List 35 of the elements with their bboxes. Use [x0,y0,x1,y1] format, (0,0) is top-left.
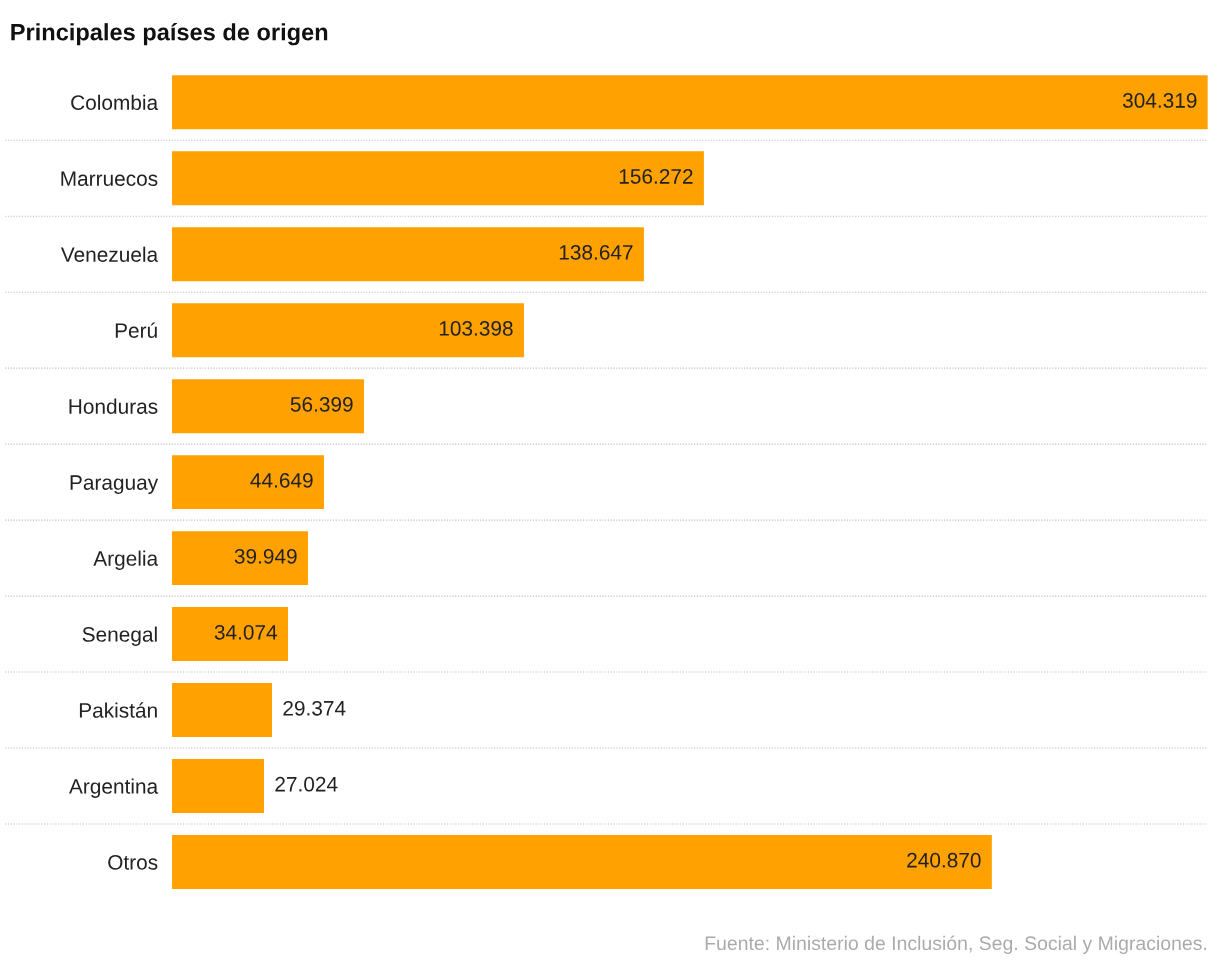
bar [172,455,324,510]
y-tick-label: Colombia [71,94,159,111]
y-tick-label: Venezuela [60,246,159,262]
source-note: Fuente: Ministerio de Inclusión, Seg. Social y Migraciones. [705,935,1207,954]
bar [172,227,644,282]
bar [172,75,1208,130]
data-label: 27.024 [275,776,338,792]
bar [172,379,364,434]
y-tick-label: Senegal [82,626,157,646]
y-tick-label: Pakistán [79,702,157,718]
bar [172,531,308,586]
data-label: 138.647 [559,245,633,260]
bar [172,835,992,889]
y-tick-label: Argelia [93,550,159,570]
data-label: 56.399 [290,397,353,412]
y-tick-label: Paraguay [70,475,159,494]
data-label: 156.272 [619,169,693,184]
bar [172,607,288,662]
data-label: 304.319 [1122,93,1197,108]
bar [172,151,704,206]
y-tick-label: Argentina [69,778,159,798]
data-label: 44.649 [250,472,313,488]
y-tick-label: Honduras [69,398,158,414]
bar [172,759,264,813]
bar [172,683,272,738]
data-label: 34.074 [214,624,278,640]
data-label: 39.949 [234,548,297,564]
y-tick-label: Marruecos [61,171,158,186]
y-tick-label: Otros [108,854,158,870]
chart-title: Principales países de origen [11,22,328,46]
data-label: 240.870 [907,852,981,868]
y-tick-label: Perú [115,322,157,338]
data-label: 29.374 [283,700,346,716]
bar [172,303,524,358]
data-label: 103.398 [439,321,513,336]
